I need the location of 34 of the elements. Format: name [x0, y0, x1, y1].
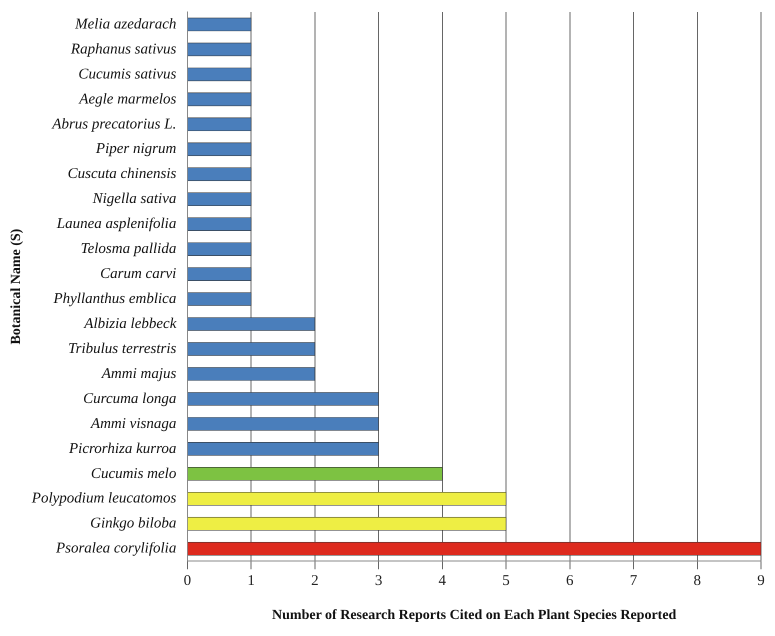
- x-tick-label: 2: [311, 573, 319, 590]
- x-tick-label: 7: [630, 573, 638, 590]
- y-tick-label: Polypodium leucatomos: [30, 490, 177, 507]
- x-tick-label: 6: [566, 573, 574, 590]
- y-tick-label: Cucumis melo: [90, 466, 177, 482]
- y-tick-label: Cuscuta chinensis: [68, 166, 177, 182]
- y-tick-label: Ammi majus: [100, 366, 177, 382]
- y-tick-label: Launea asplenifolia: [56, 216, 176, 232]
- y-tick-label: Melia azedarach: [74, 16, 176, 32]
- y-tick-label: Curcuma longa: [83, 390, 176, 407]
- y-tick-label: Piper nigrum: [94, 141, 177, 158]
- x-tick-label: 4: [438, 573, 447, 590]
- y-tick-label: Nigella sativa: [92, 191, 176, 208]
- y-tick-label: Telosma pallida: [80, 241, 176, 258]
- y-tick-label: Raphanus sativus: [70, 41, 177, 58]
- y-tick-label: Ammi visnaga: [90, 416, 176, 432]
- y-tick-label: Phyllanthus emblica: [52, 291, 176, 308]
- y-tick-label: Tribulus terrestris: [68, 340, 177, 357]
- x-axis-title: Number of Research Reports Cited on Each Plant Species Reported: [272, 608, 677, 624]
- x-tick-label: 0: [184, 573, 192, 590]
- y-tick-label: Cucumis sativus: [78, 66, 177, 82]
- y-tick-label: Ginkgo biloba: [90, 516, 176, 532]
- x-tick-label: 1: [247, 573, 255, 590]
- y-tick-label: Aegle marmelos: [78, 91, 177, 108]
- y-tick-label: Psoralea corylifolia: [54, 540, 176, 557]
- y-tick-label: Albizia lebbeck: [83, 316, 177, 332]
- x-tick-label: 5: [502, 573, 510, 590]
- x-tick-label: 9: [757, 573, 765, 590]
- y-axis-title: Botanical Name (S): [9, 228, 24, 345]
- x-tick-label: 8: [694, 573, 702, 590]
- x-tick-label: 3: [374, 573, 382, 590]
- y-tick-label: Abrus precatorius L.: [51, 116, 176, 132]
- y-tick-label: Carum carvi: [100, 266, 176, 282]
- y-tick-label: Picrorhiza kurroa: [68, 440, 176, 457]
